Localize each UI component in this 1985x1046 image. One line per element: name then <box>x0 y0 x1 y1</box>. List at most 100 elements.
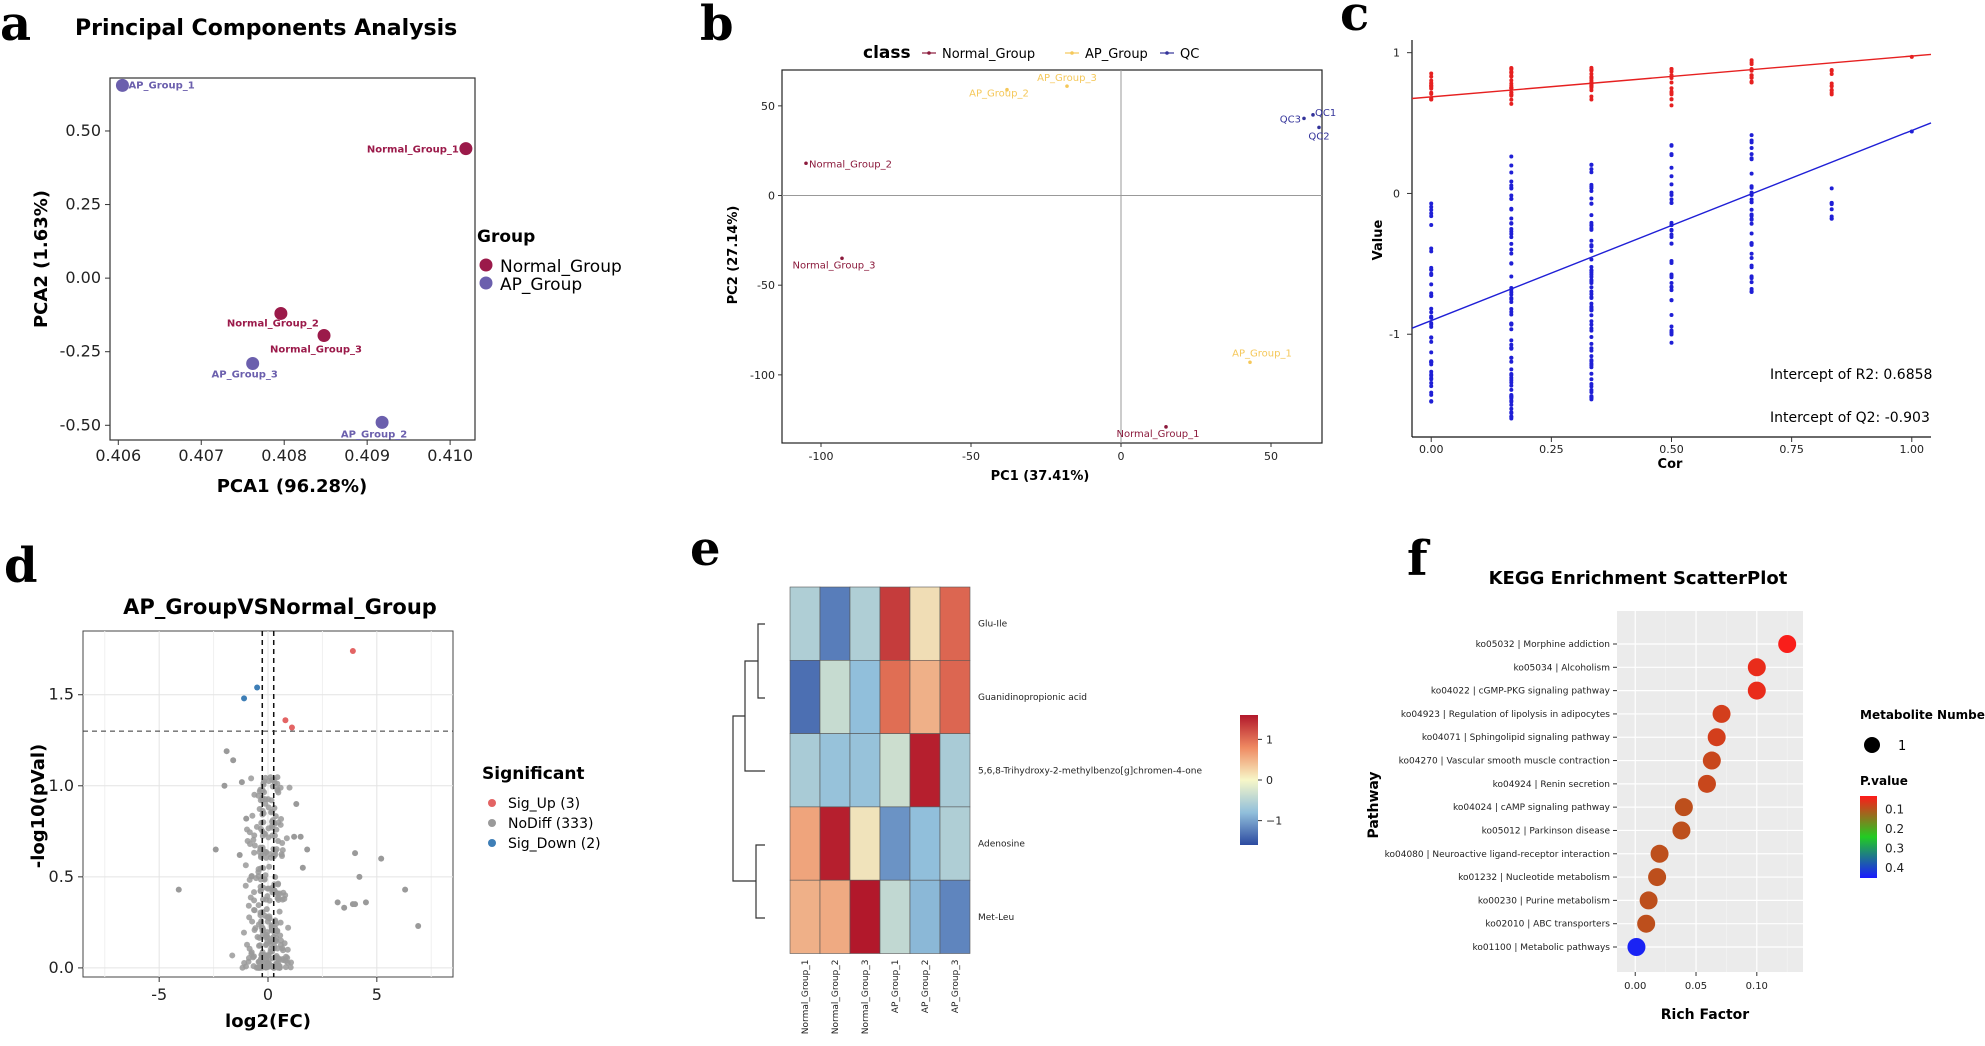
c-q2-point <box>1429 201 1434 206</box>
a-point <box>317 329 331 343</box>
b-point-label: QC3 <box>1280 114 1301 125</box>
e-row-label: 5,6,8-Trihydroxy-2-methylbenzo[g]chromen… <box>978 766 1202 776</box>
c-r2-point <box>1509 70 1514 75</box>
c-q2-point <box>1749 133 1754 138</box>
d-nodiff-point <box>239 964 246 971</box>
e-dendro-branch-2 <box>744 660 765 772</box>
f-pathway-label: ko04923 | Regulation of lipolysis in adi… <box>1401 710 1610 720</box>
d-nodiff-point <box>240 929 247 936</box>
c-q2-point <box>1669 232 1674 237</box>
c-q2-point <box>1429 339 1434 344</box>
c-q2-point <box>1509 216 1514 221</box>
b-point-label: QC1 <box>1315 108 1336 119</box>
a-point <box>375 415 389 429</box>
c-q2-point <box>1509 261 1514 266</box>
f-color-legend-bar <box>1860 796 1877 878</box>
d-ylabel: -log10(pVal) <box>28 744 49 869</box>
c-q2-point <box>1429 282 1434 287</box>
e-heatmap-cell <box>909 586 941 661</box>
a-point <box>459 142 473 156</box>
d-nodiff-point <box>285 924 292 931</box>
e-scale-tick-label: 0 <box>1266 774 1273 787</box>
d-nodiff-point <box>273 953 280 960</box>
f-color-legend-title: P.value <box>1860 774 1908 788</box>
c-xtick-label: 0.75 <box>1779 443 1804 456</box>
d-nodiff-point <box>255 964 262 971</box>
c-q2-point <box>1509 406 1514 411</box>
e-scale-tick-label: 1 <box>1266 733 1273 746</box>
b-point-label: AP_Group_1 <box>1232 348 1292 359</box>
b-point <box>1311 113 1315 117</box>
f-pathway-point <box>1697 774 1716 793</box>
e-heatmap-cell <box>819 733 851 808</box>
a-point-label: AP_Group_2 <box>341 429 407 440</box>
d-nodiff-point <box>245 902 252 909</box>
b-point <box>1302 116 1306 121</box>
c-annot-r2: Intercept of R2: 0.6858 <box>1770 367 1932 383</box>
d-nodiff-point <box>276 964 283 971</box>
e-col-label: Normal_Group_2 <box>831 960 841 1035</box>
d-sigup-point <box>282 717 289 724</box>
c-q2-point <box>1509 338 1514 343</box>
c-q2-point <box>1429 369 1434 374</box>
b-ytick-label: -100 <box>750 369 775 382</box>
b-point <box>1317 125 1321 130</box>
panel-label-e: e <box>690 521 721 577</box>
d-nodiff-point <box>247 894 254 901</box>
d-nodiff-point <box>352 850 359 857</box>
b-ytick-label: -50 <box>757 279 775 292</box>
d-xtick-label: -5 <box>151 985 167 1004</box>
c-q2-point <box>1589 292 1594 297</box>
f-pathway-point <box>1778 635 1797 653</box>
c-q2-point <box>1509 321 1514 326</box>
e-heatmap-cell <box>879 806 911 881</box>
d-nodiff-point <box>242 882 249 889</box>
c-q2-point <box>1589 322 1594 327</box>
f-xtick-label: 0.05 <box>1685 981 1707 992</box>
c-q2-point <box>1589 188 1594 193</box>
d-nodiff-point <box>287 964 294 971</box>
c-q2-point <box>1589 238 1594 243</box>
d-title: AP_GroupVSNormal_Group <box>123 595 437 619</box>
e-heatmap-cell <box>789 659 821 734</box>
d-nodiff-point <box>297 833 304 840</box>
c-r2-point <box>1509 90 1514 95</box>
c-q2-point <box>1429 294 1434 299</box>
c-q2-point <box>1509 241 1514 246</box>
d-nodiff-point <box>282 957 289 964</box>
d-nodiff-point <box>262 872 269 879</box>
d-nodiff-point <box>275 881 282 888</box>
c-q2-point <box>1429 380 1434 385</box>
c-q2-point <box>1669 241 1674 246</box>
c-q2-point <box>1509 163 1514 168</box>
c-r2-point <box>1749 62 1754 67</box>
c-q2-point <box>1509 355 1514 360</box>
a-ylabel: PCA2 (1.63%) <box>31 190 52 328</box>
c-q2-point <box>1589 371 1594 376</box>
d-nodiff-point <box>279 840 286 847</box>
c-q2-point <box>1669 340 1674 345</box>
c-q2-point <box>1509 345 1514 350</box>
c-q2-point <box>1429 310 1434 315</box>
c-r2-point <box>1749 80 1754 85</box>
c-q2-point <box>1509 402 1514 407</box>
a-title: Principal Components Analysis <box>75 16 457 41</box>
b-legend-qc: QC <box>1180 47 1199 62</box>
c-q2-point <box>1509 226 1514 231</box>
d-nodiff-point <box>271 832 278 839</box>
f-xtick-label: 0.10 <box>1746 981 1768 992</box>
d-nodiff-point <box>281 940 288 947</box>
c-xtick-label: 1.00 <box>1900 443 1925 456</box>
b-plot-frame <box>781 69 1323 444</box>
d-nodiff-point <box>264 893 271 900</box>
b-legend-ap: AP_Group <box>1085 47 1148 62</box>
b-point <box>1164 425 1168 429</box>
f-pathway-label: ko04080 | Neuroactive ligand-receptor in… <box>1385 850 1610 860</box>
d-sigup-point <box>288 724 295 731</box>
b-xlabel: PC1 (37.41%) <box>991 469 1090 484</box>
c-r2-point <box>1589 71 1594 76</box>
b-xtick-label: 0 <box>1118 450 1125 463</box>
d-nodiff-point <box>273 938 280 945</box>
c-q2-point <box>1749 231 1754 236</box>
c-r2-point <box>1669 67 1674 72</box>
